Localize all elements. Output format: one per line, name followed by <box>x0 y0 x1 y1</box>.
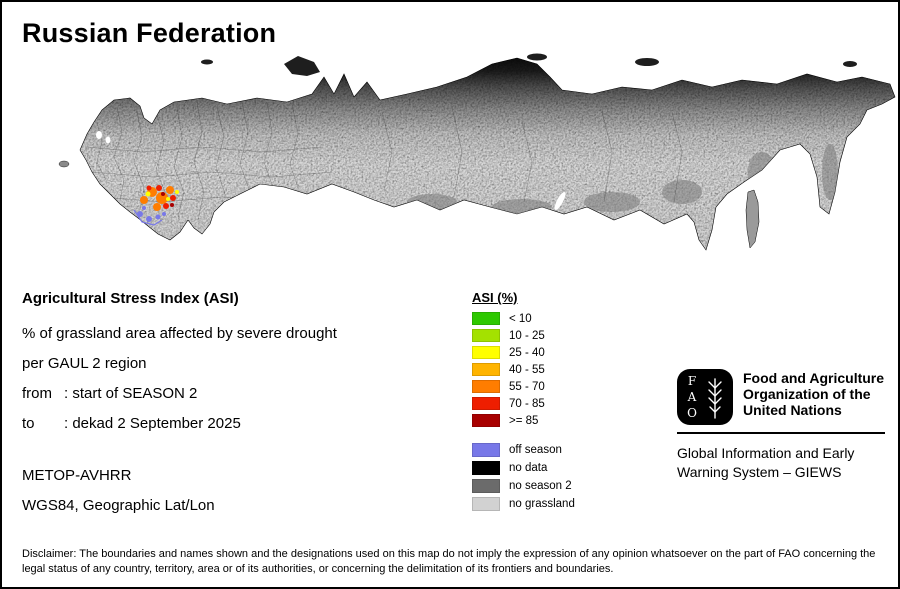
to-label: to <box>22 415 35 432</box>
page-title: Russian Federation <box>22 18 277 48</box>
legend-row: < 10 <box>472 310 622 327</box>
legend-label: 70 - 85 <box>509 397 545 410</box>
giews-label: Global Information and Early Warning Sys… <box>677 444 889 482</box>
org-name: Food and Agriculture Organization of the… <box>743 367 889 418</box>
legend-label: < 10 <box>509 312 532 325</box>
from-value: : start of SEASON 2 <box>64 385 198 402</box>
legend-row: >= 85 <box>472 412 622 429</box>
russia-map-graphic <box>58 53 896 251</box>
legend-label: no data <box>509 462 548 474</box>
wheat-ear-icon <box>708 378 722 419</box>
legend-swatch <box>472 346 500 359</box>
asi-heading: Agricultural Stress Index (ASI) <box>22 290 239 307</box>
info-subtitle: % of grassland area affected by severe d… <box>22 325 337 342</box>
legend-swatch <box>472 312 500 325</box>
legend-swatch <box>472 363 500 376</box>
legend-row: 25 - 40 <box>472 344 622 361</box>
arctic-islands <box>201 53 857 76</box>
admin-boundaries <box>86 101 683 221</box>
from-label: from <box>22 385 52 402</box>
legend-swatch <box>472 443 500 457</box>
org-name-line: Organization of the <box>743 386 871 402</box>
legend-swatch <box>472 414 500 427</box>
legend-label: no season 2 <box>509 480 572 492</box>
asi-drought-cluster <box>133 185 179 226</box>
info-from: from : start of SEASON 2 <box>22 384 452 403</box>
legend-swatch <box>472 397 500 410</box>
legend-label: no grassland <box>509 498 575 510</box>
legend-swatch <box>472 461 500 475</box>
russia-map <box>2 52 898 277</box>
asi-legend: ASI (%) < 10 10 - 25 25 - 40 40 - 55 55 - 70… <box>472 290 622 513</box>
legend-label: 55 - 70 <box>509 380 545 393</box>
legend-row: 40 - 55 <box>472 361 622 378</box>
legend-row: 70 - 85 <box>472 395 622 412</box>
legend-extra-list: off season no data no season 2 no grassland <box>472 441 622 513</box>
legend-label: 25 - 40 <box>509 346 545 359</box>
sakhalin-island <box>745 189 760 249</box>
legend-label: >= 85 <box>509 414 539 427</box>
to-value: : dekad 2 September 2025 <box>64 415 241 432</box>
legend-class-list: < 10 10 - 25 25 - 40 40 - 55 55 - 70 70 - 85 >… <box>472 310 622 429</box>
info-projection: WGS84, Geographic Lat/Lon <box>22 497 215 514</box>
org-name-line: United Nations <box>743 402 842 418</box>
legend-swatch <box>472 329 500 342</box>
giews-line: Warning System – GIEWS <box>677 464 842 480</box>
legend-swatch <box>472 497 500 511</box>
fao-block: FAO Food and Agriculture Organization of… <box>677 367 889 482</box>
legend-label: 10 - 25 <box>509 329 545 342</box>
info-sensor: METOP-AVHRR <box>22 467 132 484</box>
legend-title: ASI (%) <box>472 290 518 305</box>
legend-label: off season <box>509 444 562 456</box>
org-name-line: Food and Agriculture <box>743 370 885 386</box>
legend-row: 10 - 25 <box>472 327 622 344</box>
info-region-level: per GAUL 2 region <box>22 355 147 372</box>
legend-row: no grassland <box>472 495 622 513</box>
giews-line: Global Information and Early <box>677 445 855 461</box>
fao-logo-letters: FAO <box>685 374 699 422</box>
lakes <box>96 131 566 210</box>
legend-row: no season 2 <box>472 477 622 495</box>
info-to: to : dekad 2 September 2025 <box>22 414 452 433</box>
fao-logo: FAO <box>677 369 733 425</box>
legend-row: no data <box>472 459 622 477</box>
legend-row: off season <box>472 441 622 459</box>
legend-label: 40 - 55 <box>509 363 545 376</box>
disclaimer-text: Disclaimer: The boundaries and names sho… <box>22 548 876 575</box>
legend-swatch <box>472 380 500 393</box>
legend-swatch <box>472 479 500 493</box>
kaliningrad <box>58 160 70 168</box>
info-block: Agricultural Stress Index (ASI) % of gra… <box>22 290 452 526</box>
divider-line <box>677 432 885 434</box>
legend-row: 55 - 70 <box>472 378 622 395</box>
